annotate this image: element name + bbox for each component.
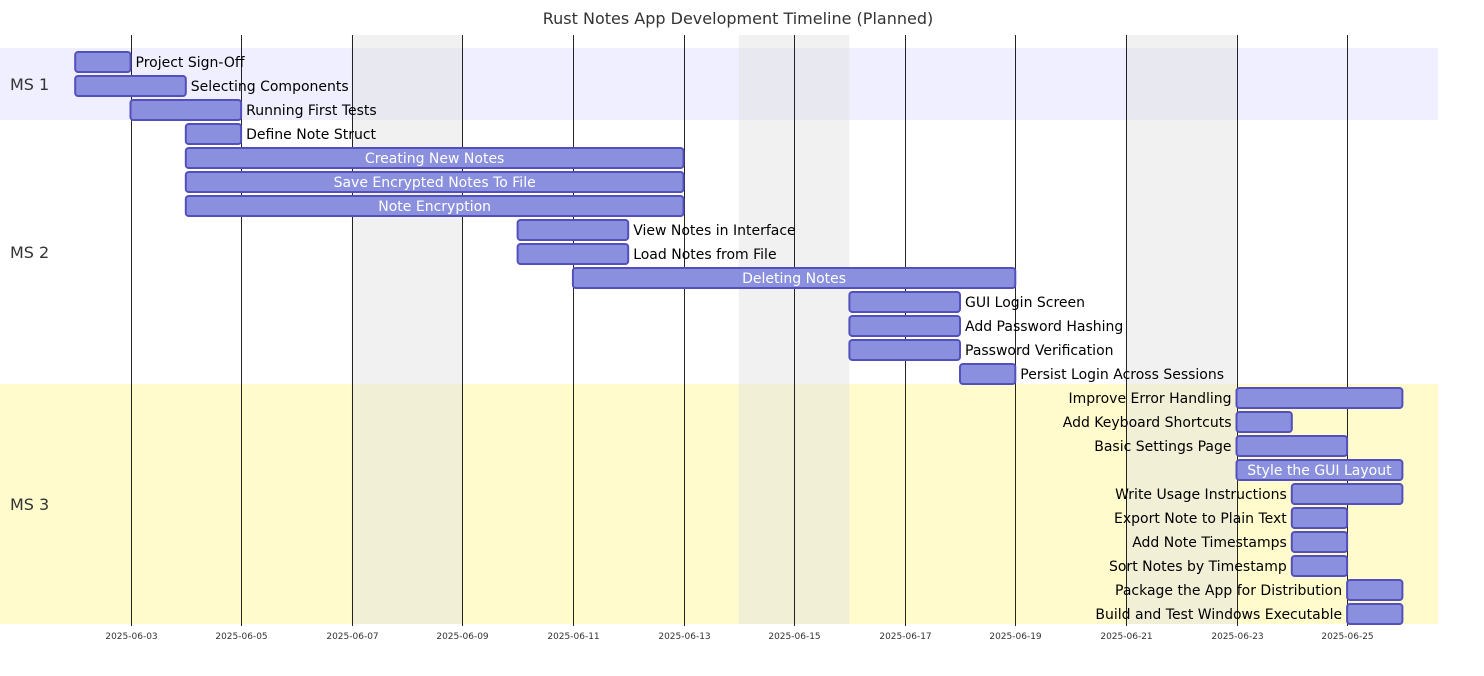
task-bar xyxy=(184,147,685,169)
tick-label: 2025-06-13 xyxy=(658,632,710,642)
section-label: MS 3 xyxy=(10,495,49,514)
task-bars xyxy=(74,51,1404,625)
task-bar xyxy=(1235,411,1293,433)
task-bar xyxy=(1235,459,1404,481)
task-bar xyxy=(184,171,685,193)
weekend-band xyxy=(1125,35,1237,624)
section-label: MS 1 xyxy=(10,75,49,94)
task-bar xyxy=(571,267,1017,289)
task-label: Note Encryption xyxy=(378,199,491,215)
chart-title: Rust Notes App Development Timeline (Pla… xyxy=(543,9,933,28)
section-labels: MS 1 MS 2 MS 3 xyxy=(10,75,49,514)
tick-label: 2025-06-15 xyxy=(768,632,820,642)
task-label: Define Note Struct xyxy=(246,127,376,143)
section-band xyxy=(0,384,1438,624)
task-bar xyxy=(1346,579,1404,601)
task-label: Project Sign-Off xyxy=(136,55,245,71)
weekend-band xyxy=(351,35,463,624)
task-label: Style the GUI Layout xyxy=(1247,463,1392,479)
task-label: Add Note Timestamps xyxy=(1132,535,1287,551)
x-axis: 2025-06-03 2025-06-05 2025-06-07 2025-06-09… xyxy=(105,632,1373,642)
tick-label: 2025-06-11 xyxy=(547,632,599,642)
task-bar xyxy=(74,75,187,97)
task-bar xyxy=(184,195,685,217)
tick-label: 2025-06-21 xyxy=(1100,632,1152,642)
task-labels: Project Sign-Off Selecting Components Runn… xyxy=(136,55,1393,623)
task-label: Running First Tests xyxy=(246,103,377,119)
task-label: Deleting Notes xyxy=(742,271,846,287)
tick-label: 2025-06-05 xyxy=(215,632,267,642)
task-bar xyxy=(74,51,132,73)
task-label: GUI Login Screen xyxy=(965,295,1085,311)
task-label: View Notes in Interface xyxy=(633,223,795,239)
task-label: Write Usage Instructions xyxy=(1115,487,1287,503)
task-label: Improve Error Handling xyxy=(1069,391,1232,407)
task-label: Build and Test Windows Executable xyxy=(1095,607,1342,623)
tick-label: 2025-06-03 xyxy=(105,632,157,642)
tick-label: 2025-06-17 xyxy=(879,632,931,642)
task-label: Package the App for Distribution xyxy=(1115,583,1342,599)
task-bar xyxy=(848,291,962,313)
task-bar xyxy=(516,243,630,265)
task-label: Persist Login Across Sessions xyxy=(1020,367,1224,383)
task-label: Add Password Hashing xyxy=(965,319,1123,335)
task-label: Creating New Notes xyxy=(365,151,504,167)
task-label: Add Keyboard Shortcuts xyxy=(1063,415,1232,431)
task-bar xyxy=(848,339,962,361)
task-bar xyxy=(1290,507,1349,529)
task-label: Password Verification xyxy=(965,343,1114,359)
section-label: MS 2 xyxy=(10,243,49,262)
task-label: Load Notes from File xyxy=(633,247,776,263)
task-bar xyxy=(1235,435,1349,457)
task-label: Save Encrypted Notes To File xyxy=(334,175,536,191)
task-bar xyxy=(1290,531,1349,553)
task-bar xyxy=(516,219,630,241)
tick-label: 2025-06-09 xyxy=(436,632,489,642)
tick-label: 2025-06-23 xyxy=(1211,632,1263,642)
task-label: Basic Settings Page xyxy=(1094,439,1231,455)
task-bar xyxy=(1290,483,1404,505)
task-label: Sort Notes by Timestamp xyxy=(1109,559,1287,575)
task-bar xyxy=(1235,387,1404,409)
tick-label: 2025-06-19 xyxy=(989,632,1042,642)
gridlines xyxy=(131,35,1348,626)
task-bar xyxy=(184,123,243,145)
tick-label: 2025-06-25 xyxy=(1321,632,1373,642)
task-bar xyxy=(1290,555,1349,577)
tick-label: 2025-06-07 xyxy=(326,632,378,642)
task-bar xyxy=(1346,603,1404,625)
task-bar xyxy=(129,99,243,121)
task-label: Export Note to Plain Text xyxy=(1114,511,1287,527)
task-bar xyxy=(848,315,962,337)
task-bar xyxy=(959,363,1017,385)
task-label: Selecting Components xyxy=(191,79,349,95)
